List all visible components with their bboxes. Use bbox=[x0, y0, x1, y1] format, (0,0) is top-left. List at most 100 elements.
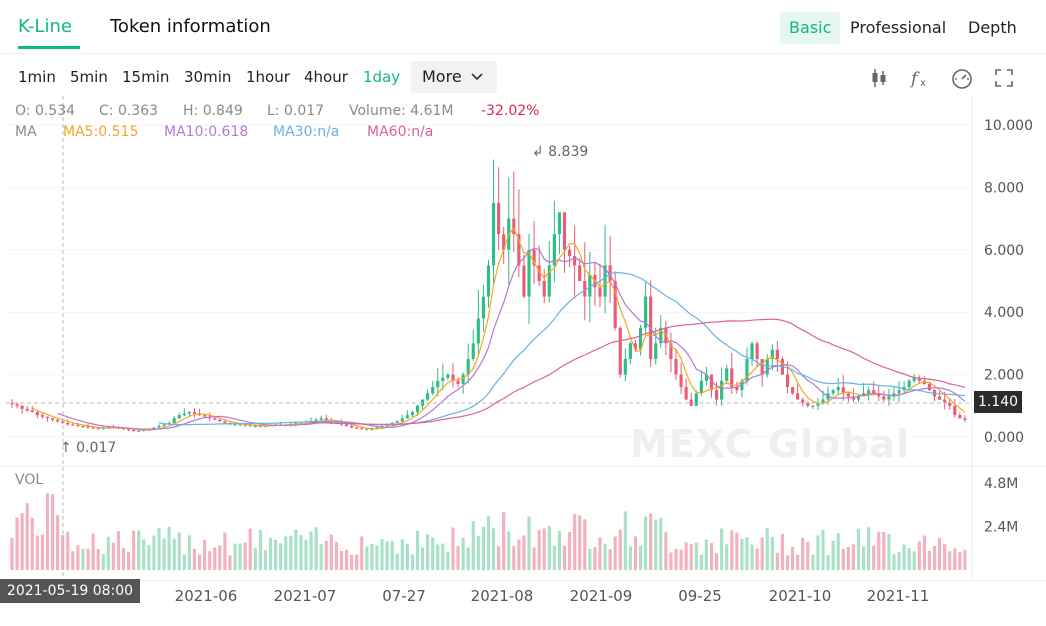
time-label: 07-27 bbox=[382, 587, 426, 605]
volume-bar bbox=[770, 537, 774, 570]
volume-bar bbox=[152, 535, 156, 570]
volume-bar bbox=[45, 493, 50, 570]
candle-body bbox=[532, 249, 536, 266]
volume-bar bbox=[101, 554, 105, 570]
volume-bar bbox=[441, 543, 445, 570]
volume-bar bbox=[730, 530, 734, 570]
volume-bar bbox=[263, 550, 268, 570]
candle-body bbox=[938, 396, 942, 400]
view-basic-button[interactable]: Basic bbox=[780, 12, 841, 44]
tab-token-information[interactable]: Token information bbox=[110, 16, 271, 37]
volume-bar bbox=[735, 532, 739, 570]
volume-bar bbox=[289, 535, 293, 570]
candle-body bbox=[816, 402, 820, 406]
volume-bar bbox=[679, 549, 683, 570]
volume-bar bbox=[116, 531, 121, 570]
fullscreen-icon[interactable] bbox=[992, 66, 1016, 90]
candle-body bbox=[836, 387, 840, 391]
ma30-value: MA30:n/a bbox=[273, 124, 340, 140]
view-depth-button[interactable]: Depth bbox=[968, 18, 1017, 37]
candle-body bbox=[669, 343, 673, 359]
volume-bar bbox=[213, 547, 217, 570]
volume-bar bbox=[233, 543, 237, 570]
top-bar: K-Line Token information Basic Professio… bbox=[0, 0, 1046, 54]
volume-bar bbox=[557, 531, 561, 570]
candle-body bbox=[91, 427, 95, 429]
candle-body bbox=[755, 343, 759, 359]
view-professional-button[interactable]: Professional bbox=[850, 18, 947, 37]
candle-body bbox=[431, 387, 435, 394]
volume-bar bbox=[81, 548, 85, 570]
interval-1day[interactable]: 1day bbox=[363, 68, 401, 86]
volume-bar bbox=[755, 548, 759, 570]
time-label: 2021-10 bbox=[768, 587, 832, 605]
volume-bar bbox=[182, 554, 186, 570]
candle-body bbox=[395, 421, 399, 423]
candle-body bbox=[177, 415, 181, 419]
interval-1min[interactable]: 1min bbox=[18, 68, 56, 86]
volume-bar bbox=[481, 526, 485, 570]
price-axis-label: 8.000 bbox=[984, 180, 1024, 196]
volume-bar bbox=[380, 539, 384, 570]
more-intervals-dropdown[interactable]: More bbox=[411, 61, 497, 93]
volume-bar bbox=[390, 540, 394, 570]
volume-bar bbox=[801, 537, 805, 570]
candle-body bbox=[623, 359, 627, 375]
volume-bar bbox=[593, 547, 597, 570]
interval-5min[interactable]: 5min bbox=[70, 68, 108, 86]
volume-bar bbox=[902, 544, 906, 570]
candle-body bbox=[699, 380, 703, 394]
volume-bar bbox=[167, 526, 171, 570]
candle-body bbox=[562, 212, 567, 250]
volume-bar bbox=[638, 545, 643, 570]
candle-body bbox=[750, 343, 754, 359]
gauge-icon[interactable] bbox=[950, 66, 974, 90]
volume-bar bbox=[35, 535, 39, 570]
candle-body bbox=[831, 390, 835, 394]
volume-bar bbox=[451, 527, 455, 570]
candle-body bbox=[806, 402, 810, 406]
volume-bar bbox=[704, 539, 708, 570]
candlestick-icon[interactable] bbox=[867, 66, 891, 90]
volume-bar bbox=[142, 539, 146, 570]
candle-body bbox=[350, 426, 354, 428]
candle-body bbox=[446, 374, 450, 378]
volume-bar bbox=[882, 532, 886, 570]
candle-body bbox=[213, 418, 217, 420]
volume-bar bbox=[446, 551, 450, 570]
interval-15min[interactable]: 15min bbox=[122, 68, 170, 86]
volume-bar bbox=[760, 537, 764, 570]
candle-body bbox=[360, 428, 364, 430]
interval-4hour[interactable]: 4hour bbox=[304, 68, 348, 86]
ma60-value: MA60:n/a bbox=[367, 124, 434, 140]
candle-body bbox=[872, 390, 876, 394]
candle-body bbox=[740, 380, 744, 391]
volume-bar bbox=[329, 534, 333, 570]
interval-30min[interactable]: 30min bbox=[184, 68, 232, 86]
volume-bar bbox=[248, 528, 252, 570]
candle-body bbox=[121, 428, 126, 430]
volume-bar bbox=[613, 536, 617, 570]
price-axis-label: 0.000 bbox=[984, 430, 1024, 446]
candle-body bbox=[943, 399, 947, 403]
tab-kline[interactable]: K-Line bbox=[18, 16, 72, 37]
volume-bar bbox=[644, 516, 648, 570]
candle-body bbox=[522, 265, 526, 297]
volume-bar bbox=[284, 536, 288, 570]
candle-body bbox=[664, 327, 668, 344]
candle-body bbox=[471, 343, 475, 359]
volume-bar bbox=[917, 541, 921, 570]
interval-1hour[interactable]: 1hour bbox=[246, 68, 290, 86]
candle-body bbox=[603, 265, 607, 297]
volume-value: Volume: 4.61M bbox=[349, 103, 454, 119]
volume-bar bbox=[127, 551, 131, 570]
volume-bar bbox=[268, 538, 273, 570]
ma5-value: MA5:0.515 bbox=[63, 124, 139, 140]
function-icon[interactable]: f x bbox=[908, 66, 932, 90]
candle-body bbox=[856, 396, 861, 400]
volume-bar bbox=[953, 548, 957, 570]
candle-body bbox=[56, 419, 60, 422]
candle-body bbox=[785, 374, 790, 388]
cursor-time-label: 2021-05-19 08:00 bbox=[0, 579, 140, 603]
